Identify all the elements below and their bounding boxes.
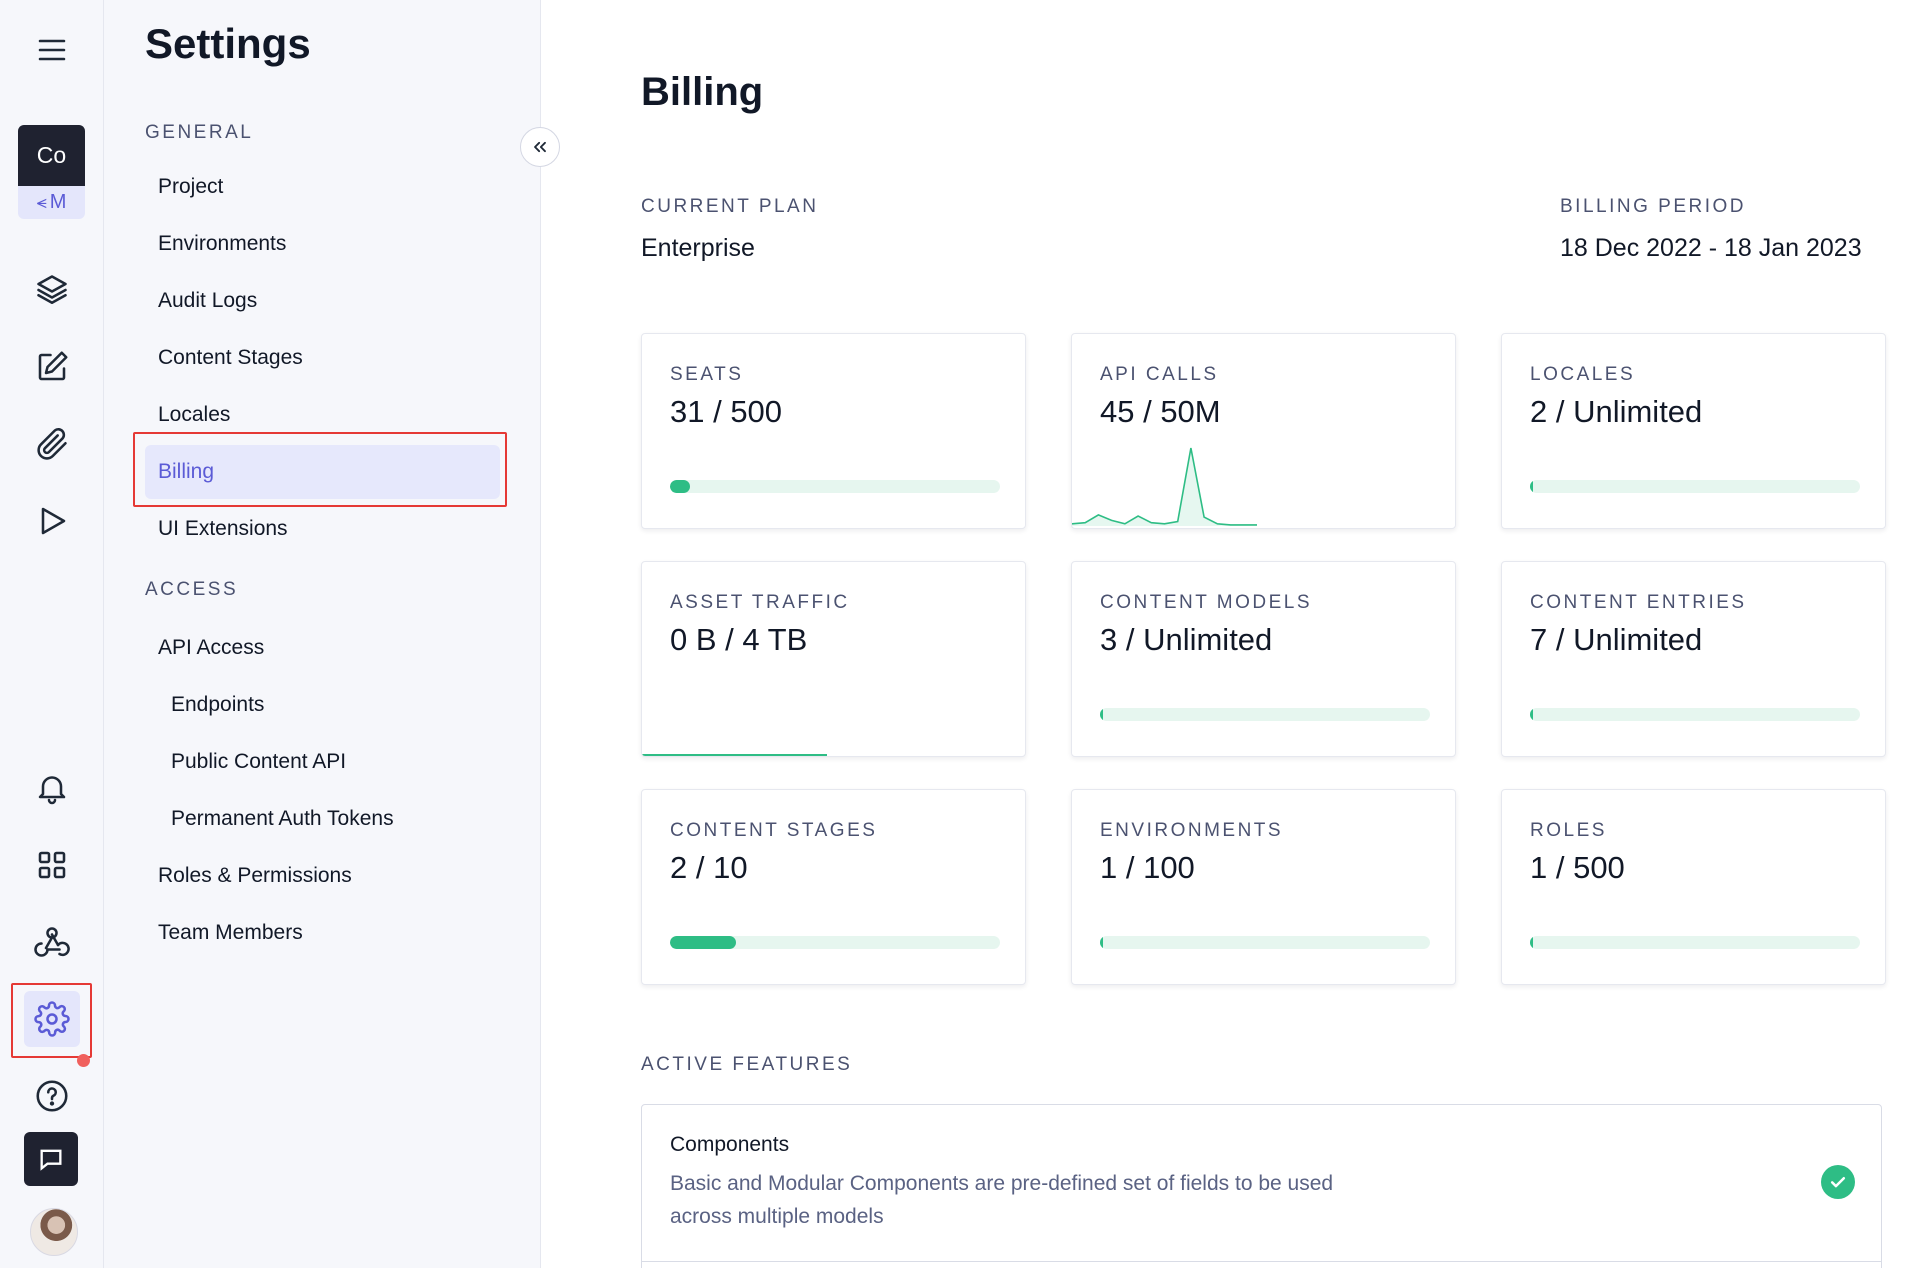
usage-progress-fill <box>1100 708 1103 721</box>
sidebar-item-audit-logs[interactable]: Audit Logs <box>158 289 258 312</box>
usage-card-roles: ROLES 1 / 500 <box>1501 789 1886 985</box>
sidebar-item-api-access[interactable]: API Access <box>158 636 265 659</box>
usage-label: ROLES <box>1530 820 1607 841</box>
environment-tag: ⪪ M <box>18 186 85 219</box>
usage-progress-bar <box>1530 708 1860 721</box>
usage-progress-fill <box>1530 480 1533 493</box>
notification-dot <box>77 1054 90 1067</box>
edit-icon[interactable] <box>24 339 80 395</box>
usage-label: SEATS <box>670 364 744 385</box>
usage-label: API CALLS <box>1100 364 1219 385</box>
usage-value: 2 / 10 <box>670 850 748 885</box>
usage-progress-bar <box>1100 708 1430 721</box>
sidebar-item-ui-extensions[interactable]: UI Extensions <box>158 517 288 540</box>
usage-label: CONTENT STAGES <box>670 820 878 841</box>
general-section-label: GENERAL <box>145 122 254 143</box>
page-title: Billing <box>641 70 764 114</box>
features-list: Components Basic and Modular Components … <box>641 1104 1882 1268</box>
environment-tag-label: M <box>49 191 67 213</box>
usage-progress-bar <box>1530 480 1860 493</box>
usage-label: CONTENT MODELS <box>1100 592 1313 613</box>
sparkline-area <box>1072 448 1257 526</box>
sidebar-item-permanent-auth-tokens[interactable]: Permanent Auth Tokens <box>171 807 394 830</box>
current-plan-label: CURRENT PLAN <box>641 196 819 217</box>
sidebar-item-billing[interactable]: Billing <box>145 445 500 499</box>
usage-progress-fill <box>1100 936 1103 949</box>
avatar[interactable] <box>30 1208 78 1256</box>
grid-icon[interactable] <box>24 837 80 893</box>
usage-progress-fill <box>1530 936 1533 949</box>
chevrons-left-icon <box>534 141 546 153</box>
sparkline-line <box>1072 447 1257 526</box>
usage-progress-bar <box>670 480 1000 493</box>
project-switcher[interactable]: Co ⪪ M <box>18 125 85 219</box>
bell-icon[interactable] <box>24 760 80 816</box>
active-features-label: ACTIVE FEATURES <box>641 1054 853 1075</box>
sidebar-item-public-content-api[interactable]: Public Content API <box>171 750 347 773</box>
usage-progress-bar <box>1530 936 1860 949</box>
sidebar-item-endpoints[interactable]: Endpoints <box>171 693 265 716</box>
usage-progress-fill <box>1530 708 1533 721</box>
gear-icon[interactable] <box>24 991 80 1047</box>
help-icon[interactable] <box>24 1068 80 1124</box>
paperclip-icon[interactable] <box>24 416 80 472</box>
collapse-sidebar-button[interactable] <box>520 127 560 167</box>
usage-card-content-stages: CONTENT STAGES 2 / 10 <box>641 789 1026 985</box>
usage-value: 0 B / 4 TB <box>670 622 808 657</box>
usage-card-asset-traffic: ASSET TRAFFIC 0 B / 4 TB <box>641 561 1026 757</box>
webhook-icon[interactable] <box>24 914 80 970</box>
usage-value: 31 / 500 <box>670 394 783 429</box>
chat-icon <box>40 1149 62 1171</box>
branch-icon: ⪪ <box>36 192 47 212</box>
sidebar-title: Settings <box>145 20 311 67</box>
sidebar-item-team-members[interactable]: Team Members <box>158 921 303 944</box>
usage-card-content-models: CONTENT MODELS 3 / Unlimited <box>1071 561 1456 757</box>
billing-period-label: BILLING PERIOD <box>1560 196 1746 217</box>
usage-progress-fill <box>670 480 691 493</box>
api-calls-sparkline <box>1072 447 1257 526</box>
asset-traffic-baseline <box>642 754 827 756</box>
feature-name: Components <box>670 1133 790 1156</box>
feature-description: Basic and Modular Components are pre-def… <box>670 1172 1334 1228</box>
sidebar-item-roles-and-permissions[interactable]: Roles & Permissions <box>158 864 352 887</box>
sidebar-item-content-stages[interactable]: Content Stages <box>158 346 303 369</box>
settings-sidebar: Settings GENERAL Project Environments Audi… <box>104 0 541 1268</box>
usage-value: 45 / 50M <box>1100 394 1221 429</box>
usage-progress-bar <box>1100 936 1430 949</box>
check-icon <box>1821 1165 1855 1199</box>
layers-icon[interactable] <box>24 262 80 318</box>
usage-value: 2 / Unlimited <box>1530 394 1703 429</box>
usage-value: 3 / Unlimited <box>1100 622 1273 657</box>
usage-progress-fill <box>670 936 736 949</box>
current-plan-value: Enterprise <box>641 234 755 262</box>
usage-progress-bar <box>670 936 1000 949</box>
menu-icon[interactable] <box>24 22 80 78</box>
usage-label: CONTENT ENTRIES <box>1530 592 1747 613</box>
usage-card-content-entries: CONTENT ENTRIES 7 / Unlimited <box>1501 561 1886 757</box>
billing-page: Billing CURRENT PLAN Enterprise BILLING … <box>541 0 1920 1268</box>
usage-value: 7 / Unlimited <box>1530 622 1703 657</box>
usage-value: 1 / 500 <box>1530 850 1625 885</box>
usage-label: LOCALES <box>1530 364 1636 385</box>
usage-card-seats: SEATS 31 / 500 <box>641 333 1026 529</box>
sidebar-item-environments[interactable]: Environments <box>158 232 287 255</box>
project-initials: Co <box>18 125 85 186</box>
usage-card-api-calls: API CALLS 45 / 50M <box>1071 333 1456 529</box>
chat-button[interactable] <box>24 1132 78 1186</box>
usage-label: ASSET TRAFFIC <box>670 592 850 613</box>
sidebar-item-project[interactable]: Project <box>158 175 224 198</box>
play-icon[interactable] <box>24 493 80 549</box>
sidebar-item-locales[interactable]: Locales <box>158 403 231 426</box>
billing-period-value: 18 Dec 2022 - 18 Jan 2023 <box>1560 234 1862 262</box>
feature-row: Components Basic and Modular Components … <box>642 1105 1881 1262</box>
icon-rail: Co ⪪ M <box>0 0 104 1268</box>
access-section-label: ACCESS <box>145 579 239 600</box>
usage-label: ENVIRONMENTS <box>1100 820 1284 841</box>
usage-card-locales: LOCALES 2 / Unlimited <box>1501 333 1886 529</box>
usage-value: 1 / 100 <box>1100 850 1195 885</box>
usage-card-environments: ENVIRONMENTS 1 / 100 <box>1071 789 1456 985</box>
